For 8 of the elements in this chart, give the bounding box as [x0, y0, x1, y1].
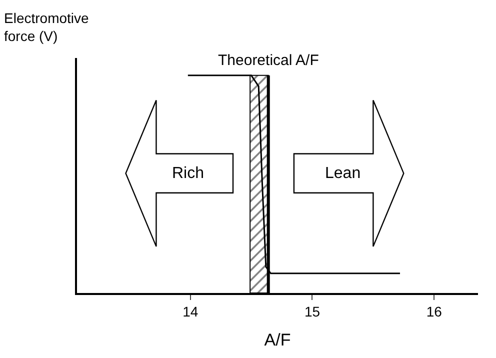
x-tick-label: 14 [182, 304, 198, 320]
x-tick-label: 16 [426, 304, 442, 320]
ref-line-label: Theoretical A/F [218, 52, 319, 69]
annotation: Lean [325, 165, 361, 182]
x-axis-title: A/F [264, 330, 291, 350]
x-tick-label: 15 [304, 304, 320, 320]
y-axis-title: Electromotive force (V) [4, 10, 90, 44]
annotation: Rich [172, 165, 204, 182]
